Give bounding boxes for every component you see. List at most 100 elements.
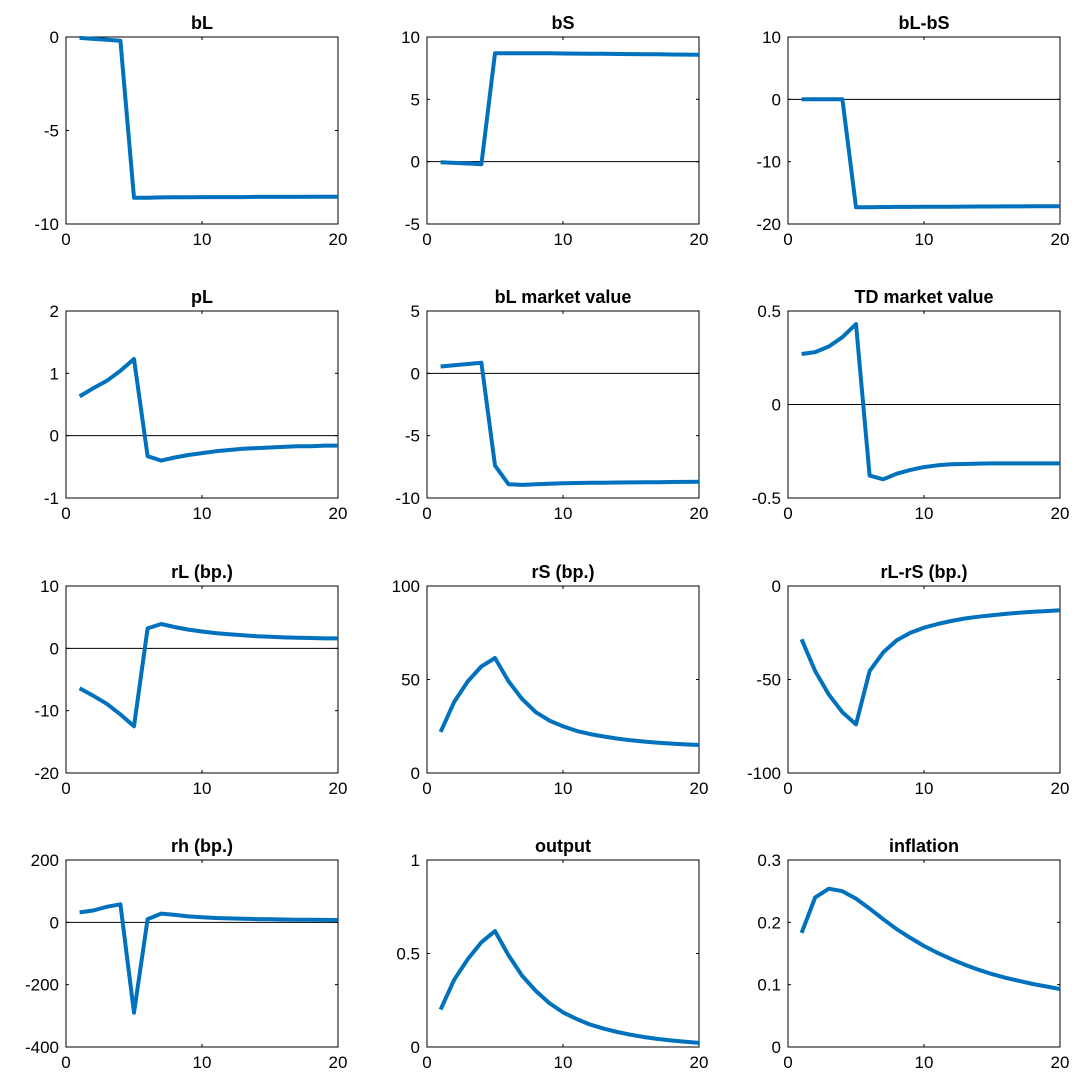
chart-title: rS (bp.): [532, 562, 595, 582]
x-tick-label: 20: [690, 504, 709, 523]
y-tick-label: 2: [50, 302, 59, 321]
x-tick-label: 10: [554, 1053, 573, 1072]
y-tick-label: 0: [411, 1038, 420, 1057]
y-tick-label: -10: [395, 489, 420, 508]
y-tick-label: -400: [25, 1038, 59, 1057]
x-tick-label: 20: [690, 230, 709, 249]
x-tick-label: 20: [1051, 230, 1070, 249]
x-tick-label: 10: [193, 230, 212, 249]
x-tick-label: 20: [1051, 504, 1070, 523]
series-line: [78, 357, 338, 463]
y-tick-label: -200: [25, 976, 59, 995]
y-tick-label: -5: [44, 122, 59, 141]
chart-title: bL: [191, 13, 213, 33]
series-line: [79, 902, 339, 1015]
y-tick-label: 10: [40, 577, 59, 596]
y-tick-label: -5: [405, 427, 420, 446]
x-tick-label: 10: [915, 1053, 934, 1072]
chart-rl-bp: rL (bp.) 0 10 20 -20 -10 0 10: [34, 562, 347, 798]
x-tick-label: 10: [915, 504, 934, 523]
plot-frame: [426, 859, 700, 1048]
x-tick-label: 20: [329, 504, 348, 523]
chart-title: rL-rS (bp.): [881, 562, 968, 582]
y-tick-label: -50: [756, 671, 781, 690]
chart-rs-bp: rS (bp.) 0 10 20 0 50 100: [392, 562, 709, 798]
x-tick-label: 10: [554, 779, 573, 798]
plot-frame: [65, 859, 339, 1048]
chart-rh-bp: rh (bp.) 0 10 20 -400 -200 0 200: [25, 836, 347, 1072]
y-tick-label: 5: [411, 90, 420, 109]
y-tick-label: 0: [772, 577, 781, 596]
x-tick-label: 0: [783, 779, 792, 798]
y-tick-label: -20: [756, 215, 781, 234]
plot-frame: [65, 310, 339, 499]
series-line: [440, 360, 700, 487]
x-tick-label: 0: [422, 779, 431, 798]
y-tick-label: 0: [411, 764, 420, 783]
y-tick-label: 50: [401, 671, 420, 690]
x-tick-label: 0: [61, 504, 70, 523]
y-tick-label: 1: [411, 851, 420, 870]
chart-title: bL market value: [495, 287, 632, 307]
chart-title: rL (bp.): [171, 562, 233, 582]
y-tick-label: 0.2: [757, 913, 781, 932]
chart-bl-market-value: bL market value 0 10 20 -10 -5 0 5: [395, 287, 708, 523]
y-tick-label: -100: [747, 764, 781, 783]
plot-frame: [65, 585, 339, 774]
x-tick-label: 10: [554, 504, 573, 523]
x-tick-label: 0: [61, 230, 70, 249]
y-tick-label: 100: [392, 577, 420, 596]
x-tick-label: 20: [329, 1053, 348, 1072]
chart-title: output: [535, 836, 591, 856]
y-tick-label: 0: [411, 153, 420, 172]
y-tick-label: 200: [31, 851, 59, 870]
x-tick-label: 10: [554, 230, 573, 249]
y-tick-label: 0.3: [757, 851, 781, 870]
x-tick-label: 20: [690, 779, 709, 798]
plot-frame: [426, 310, 700, 499]
plot-frame: [426, 36, 700, 225]
chart-title: inflation: [889, 836, 959, 856]
series-line: [440, 51, 700, 167]
chart-bl-bs: bL-bS 0 10 20 -20 -10 0 10: [756, 13, 1069, 249]
y-tick-label: 1: [50, 364, 59, 383]
y-tick-label: 0: [50, 28, 59, 47]
y-tick-label: 5: [411, 302, 420, 321]
y-tick-label: -1: [44, 489, 59, 508]
x-tick-label: 10: [193, 779, 212, 798]
x-tick-label: 10: [193, 1053, 212, 1072]
y-tick-label: 0.1: [757, 976, 781, 995]
y-tick-label: -10: [756, 153, 781, 172]
x-tick-label: 0: [422, 1053, 431, 1072]
x-tick-label: 10: [915, 230, 934, 249]
series-line: [801, 322, 1060, 482]
chart-inflation: inflation 0 10 20 0 0.1 0.2 0.3: [757, 836, 1069, 1072]
y-tick-label: -20: [34, 764, 59, 783]
x-tick-label: 10: [193, 504, 212, 523]
x-tick-label: 0: [422, 504, 431, 523]
plot-frame: [787, 36, 1061, 225]
y-tick-label: 10: [762, 28, 781, 47]
series-line: [79, 35, 338, 200]
x-tick-label: 0: [783, 230, 792, 249]
x-tick-label: 20: [1051, 779, 1070, 798]
y-tick-label: -10: [34, 702, 59, 721]
y-tick-label: 0: [411, 364, 420, 383]
chart-title: bS: [551, 13, 574, 33]
x-tick-label: 20: [329, 230, 348, 249]
chart-title: pL: [191, 287, 213, 307]
x-tick-label: 0: [783, 504, 792, 523]
chart-title: rh (bp.): [171, 836, 233, 856]
chart-output: output 0 10 20 0 0.5 1: [396, 836, 708, 1072]
chart-title: bL-bS: [899, 13, 950, 33]
series-line: [799, 608, 1061, 727]
x-tick-label: 20: [690, 1053, 709, 1072]
y-tick-label: -10: [34, 215, 59, 234]
x-tick-label: 10: [915, 779, 934, 798]
y-tick-label: -0.5: [752, 489, 781, 508]
y-tick-label: -5: [405, 215, 420, 234]
